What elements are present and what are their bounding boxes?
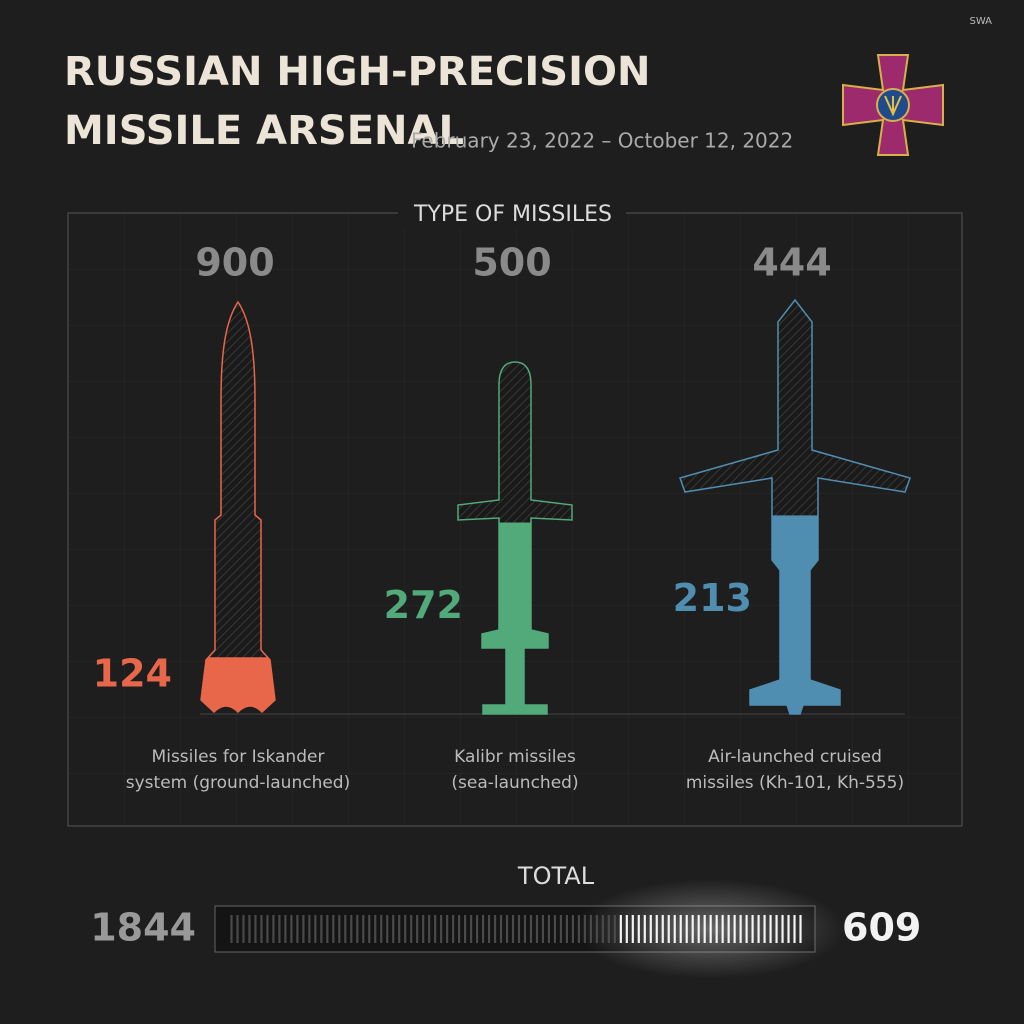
- title: MISSILE ARSENAL: [64, 108, 464, 154]
- subtitle: February 23, 2022 – October 12, 2022: [411, 129, 793, 153]
- category-label: Missiles for Iskander: [152, 747, 325, 767]
- remaining-value: 609: [842, 906, 921, 950]
- remaining-label: 213: [673, 576, 752, 620]
- remaining-fill: [201, 657, 275, 712]
- total-label: 500: [472, 241, 551, 285]
- missile-outline: [201, 302, 275, 712]
- missile-stroke: [679, 298, 911, 715]
- category-label: system (ground-launched): [126, 773, 350, 793]
- brand: SWA: [969, 16, 992, 27]
- panel-title-bg: [398, 200, 626, 228]
- total-label: 444: [752, 241, 831, 285]
- total-label: TOTAL: [517, 862, 595, 890]
- category-label: missiles (Kh-101, Kh-555): [686, 773, 904, 793]
- category-label: Air-launched cruised: [708, 747, 882, 767]
- remaining-label: 124: [93, 652, 172, 696]
- category-label: Kalibr missiles: [454, 747, 576, 767]
- missile-stroke: [200, 300, 276, 714]
- missile-outline: [680, 300, 910, 714]
- panel-title: TYPE OF MISSILES: [413, 202, 612, 227]
- category-label: (sea-launched): [451, 773, 578, 793]
- remaining-label: 272: [384, 583, 463, 627]
- total-value: 1844: [90, 906, 196, 950]
- missile-stroke: [457, 361, 573, 715]
- total-label: 900: [195, 241, 274, 285]
- emblem: [842, 54, 944, 156]
- title: RUSSIAN HIGH-PRECISION: [64, 49, 650, 95]
